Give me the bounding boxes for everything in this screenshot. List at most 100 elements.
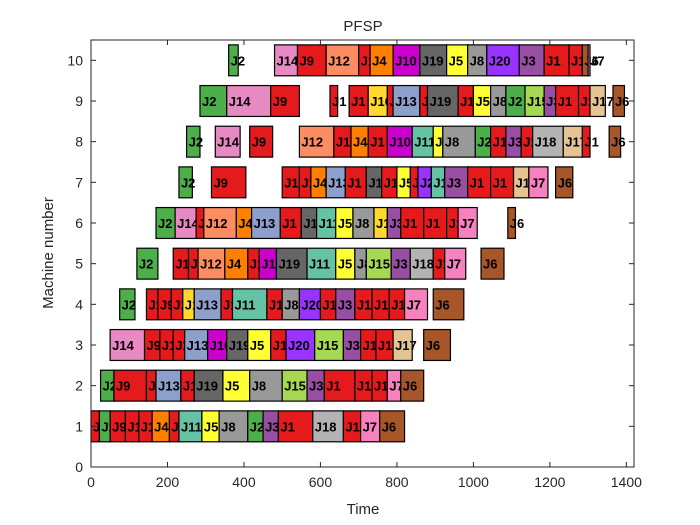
gantt-bar	[136, 247, 159, 280]
bar-label: J1	[345, 419, 359, 434]
bar-label: J12	[206, 216, 228, 231]
bar-label: J8	[493, 94, 507, 109]
bar-label: J10	[389, 135, 411, 150]
gantt-bar	[249, 369, 283, 402]
bar-label: J8	[284, 297, 298, 312]
bar-label: J6	[615, 94, 629, 109]
bar-label: J15	[317, 338, 339, 353]
bar-label: J10	[210, 338, 232, 353]
plot-frame	[90, 39, 635, 468]
bar-label: J5	[338, 257, 352, 272]
bar-label: J15	[368, 257, 390, 272]
bar-label: J7	[460, 216, 474, 231]
gantt-bar	[214, 125, 241, 158]
bar-label: J15	[527, 94, 549, 109]
gantt-bar	[270, 84, 301, 118]
x-tick-label: 800	[385, 474, 409, 490]
bar-label: J4	[353, 135, 368, 150]
bar-label: J17	[592, 94, 614, 109]
gantt-bar	[612, 84, 626, 118]
gantt-bar	[581, 125, 591, 158]
bar-label: J13	[395, 94, 417, 109]
x-tick-label: 1000	[458, 474, 489, 490]
bar-label: J11	[414, 135, 435, 150]
bar-label: J1	[470, 175, 484, 190]
x-ticks: 0 200 400 600 800 1000 1200 1400	[87, 40, 642, 490]
bar-label: J8	[445, 135, 459, 150]
bar-label: J1	[322, 297, 336, 312]
y-axis-label: Machine number	[40, 197, 57, 309]
bar-label: J2	[250, 419, 264, 434]
bar-label: J13	[254, 216, 276, 231]
bar-label: J1	[347, 175, 361, 190]
x-tick-label: 0	[87, 474, 95, 490]
bar-label: J9	[213, 175, 227, 190]
bar-label: J2	[231, 53, 245, 68]
bar-label: J13	[196, 297, 218, 312]
bar-label: J4	[227, 257, 242, 272]
y-tick-label: 3	[75, 337, 83, 353]
y-tick-label: 1	[75, 418, 83, 434]
bar-label: J1	[357, 379, 371, 394]
bar-label: J19	[196, 379, 218, 394]
gantt-bar	[281, 369, 308, 402]
bar-label: J3	[309, 379, 323, 394]
bar-label: J1	[493, 175, 507, 190]
bar-label: J9	[252, 135, 266, 150]
bar-label: J1	[326, 379, 340, 394]
gantt-bar	[379, 410, 406, 443]
x-tick-label: 600	[309, 474, 333, 490]
bar-label: J11	[309, 257, 330, 272]
gantt-bar	[392, 328, 413, 362]
x-tick-label: 400	[232, 474, 256, 490]
bar-label: J14	[277, 53, 299, 68]
bar-label: J1	[332, 94, 346, 109]
gantt-bar	[442, 125, 476, 158]
gantt-bar	[432, 288, 465, 321]
bar-label: J6	[611, 135, 625, 150]
bar-label: J9	[116, 379, 130, 394]
gantt-bar	[306, 247, 337, 280]
bar-label: J8	[252, 379, 266, 394]
bar-label: J15	[284, 379, 306, 394]
bar-label: J17	[565, 135, 587, 150]
gantt-bar	[178, 166, 193, 199]
gantt-bar	[419, 44, 448, 77]
bar-label: J1	[175, 257, 189, 272]
bar-label: J20	[288, 338, 310, 353]
bar-label: J1	[584, 135, 598, 150]
gantt-bar	[457, 206, 478, 240]
bar-label: J1	[384, 175, 398, 190]
bar-label: J6	[435, 297, 449, 312]
x-tick-label: 1200	[534, 474, 565, 490]
bar-label: J11	[319, 216, 340, 231]
gantt-bar	[203, 206, 237, 240]
gantt-bar	[231, 288, 268, 321]
bar-label: J5	[449, 53, 463, 68]
x-axis-label: Time	[347, 501, 380, 518]
gantt-bar	[392, 84, 421, 118]
bar-label: J1	[374, 379, 388, 394]
bar-label: J13	[187, 338, 209, 353]
y-tick-label: 0	[75, 459, 83, 475]
gantt-bar	[193, 369, 224, 402]
x-tick-label: 1400	[611, 474, 642, 490]
gantt-bar	[251, 206, 281, 240]
gantt-bar	[197, 247, 226, 280]
bar-label: J1	[363, 338, 377, 353]
bar-label: J6	[403, 379, 417, 394]
gantt-bar	[249, 125, 274, 158]
bar-label: J19	[229, 338, 251, 353]
bar-label: J8	[470, 53, 484, 68]
bar-label: J6	[483, 257, 497, 272]
gantt-bar	[210, 166, 247, 199]
bar-label: J1	[374, 297, 388, 312]
bar-label: J4	[154, 419, 169, 434]
bar-label: J2	[477, 135, 491, 150]
bar-label: J3	[338, 297, 352, 312]
bar-label: J7	[363, 419, 377, 434]
gantt-bar	[119, 288, 136, 321]
y-tick-label: 7	[75, 174, 83, 190]
bar-label: J6	[426, 338, 440, 353]
bar-label: J1	[280, 419, 294, 434]
